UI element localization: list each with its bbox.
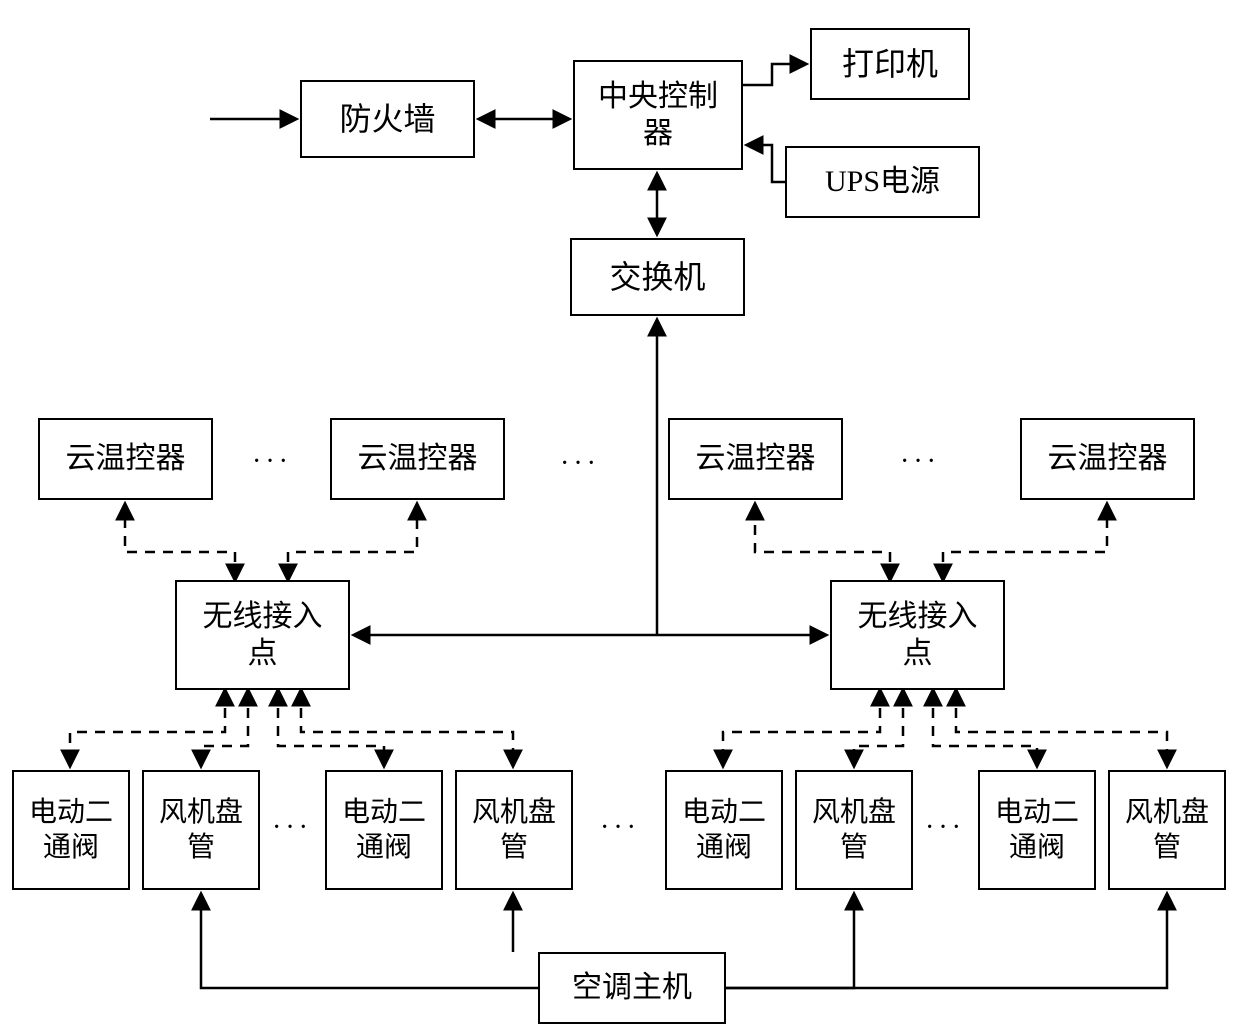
node-therm4: 云温控器 [1020, 418, 1195, 500]
node-fan2: 风机盘 管 [455, 770, 573, 890]
ellipsis-0: ··· [252, 446, 292, 478]
node-valve4: 电动二 通阀 [978, 770, 1096, 890]
node-switch: 交换机 [570, 238, 745, 316]
node-printer: 打印机 [810, 28, 970, 100]
node-achost: 空调主机 [538, 952, 726, 1024]
ellipsis-5: ··· [925, 812, 965, 844]
node-fan3: 风机盘 管 [795, 770, 913, 890]
node-therm2: 云温控器 [330, 418, 505, 500]
ellipsis-3: ··· [272, 812, 312, 844]
node-ap1: 无线接入 点 [175, 580, 350, 690]
node-valve2: 电动二 通阀 [325, 770, 443, 890]
ellipsis-2: ··· [900, 446, 940, 478]
ellipsis-1: ··· [560, 448, 600, 480]
node-therm3: 云温控器 [668, 418, 843, 500]
node-firewall: 防火墙 [300, 80, 475, 158]
node-therm1: 云温控器 [38, 418, 213, 500]
node-valve3: 电动二 通阀 [665, 770, 783, 890]
node-ap2: 无线接入 点 [830, 580, 1005, 690]
ellipsis-4: ··· [600, 812, 640, 844]
node-fan4: 风机盘 管 [1108, 770, 1226, 890]
node-fan1: 风机盘 管 [142, 770, 260, 890]
node-valve1: 电动二 通阀 [12, 770, 130, 890]
node-central: 中央控制 器 [573, 60, 743, 170]
node-ups: UPS电源 [785, 146, 980, 218]
